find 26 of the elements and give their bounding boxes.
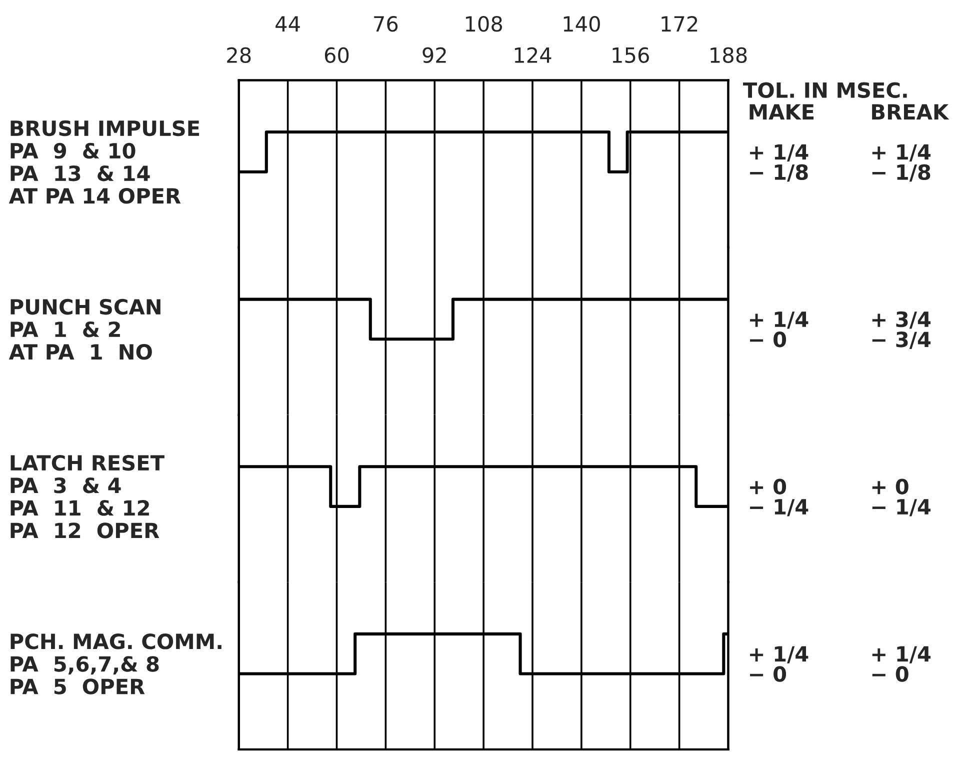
x-tick-label: 156	[612, 47, 649, 64]
y-axis-title: PUNCH SCAN PA 1 & 2 AT PA 1 NO	[8, 298, 160, 360]
text: + 0 − 1/4	[750, 478, 808, 516]
x2-tick-label: 140	[564, 16, 600, 32]
x2-tick-label: 172	[662, 16, 698, 32]
x-tick-label: 124	[514, 47, 552, 63]
x-tick-label: 28	[227, 47, 251, 64]
x-tick-label: 188	[710, 47, 747, 64]
text: + 1/4 − 0	[750, 646, 808, 682]
text: + 1/4 − 1/8	[872, 144, 931, 182]
text: + 1/4 − 1/8	[750, 144, 808, 182]
y-axis-title: BRUSH IMPULSE PA 9 & 10 PA 13 & 14 AT PA 14 OPER	[8, 120, 200, 204]
text: TOL. IN MSEC.	[743, 82, 907, 98]
x2-tick-label: 108	[466, 16, 502, 32]
x2-tick-label: 76	[374, 16, 398, 32]
text: + 0 − 1/4	[872, 478, 931, 516]
text: MAKE	[750, 104, 814, 120]
y-axis-title: LATCH RESET PA 3 & 4 PA 11 & 12 PA 12 OPER	[10, 454, 164, 538]
y-axis-title: PCH. MAG. COMM. PA 5,6,7,& 8 PA 5 OPER	[10, 634, 222, 694]
x-tick-label: 60	[324, 47, 349, 64]
text: BREAK	[872, 104, 950, 120]
x2-tick-label: 44	[276, 16, 300, 32]
x-tick-label: 92	[422, 47, 446, 64]
text: + 1/4 − 0	[750, 312, 808, 348]
text: + 3/4 − 3/4	[872, 311, 931, 349]
text: + 1/4 − 0	[872, 646, 931, 682]
